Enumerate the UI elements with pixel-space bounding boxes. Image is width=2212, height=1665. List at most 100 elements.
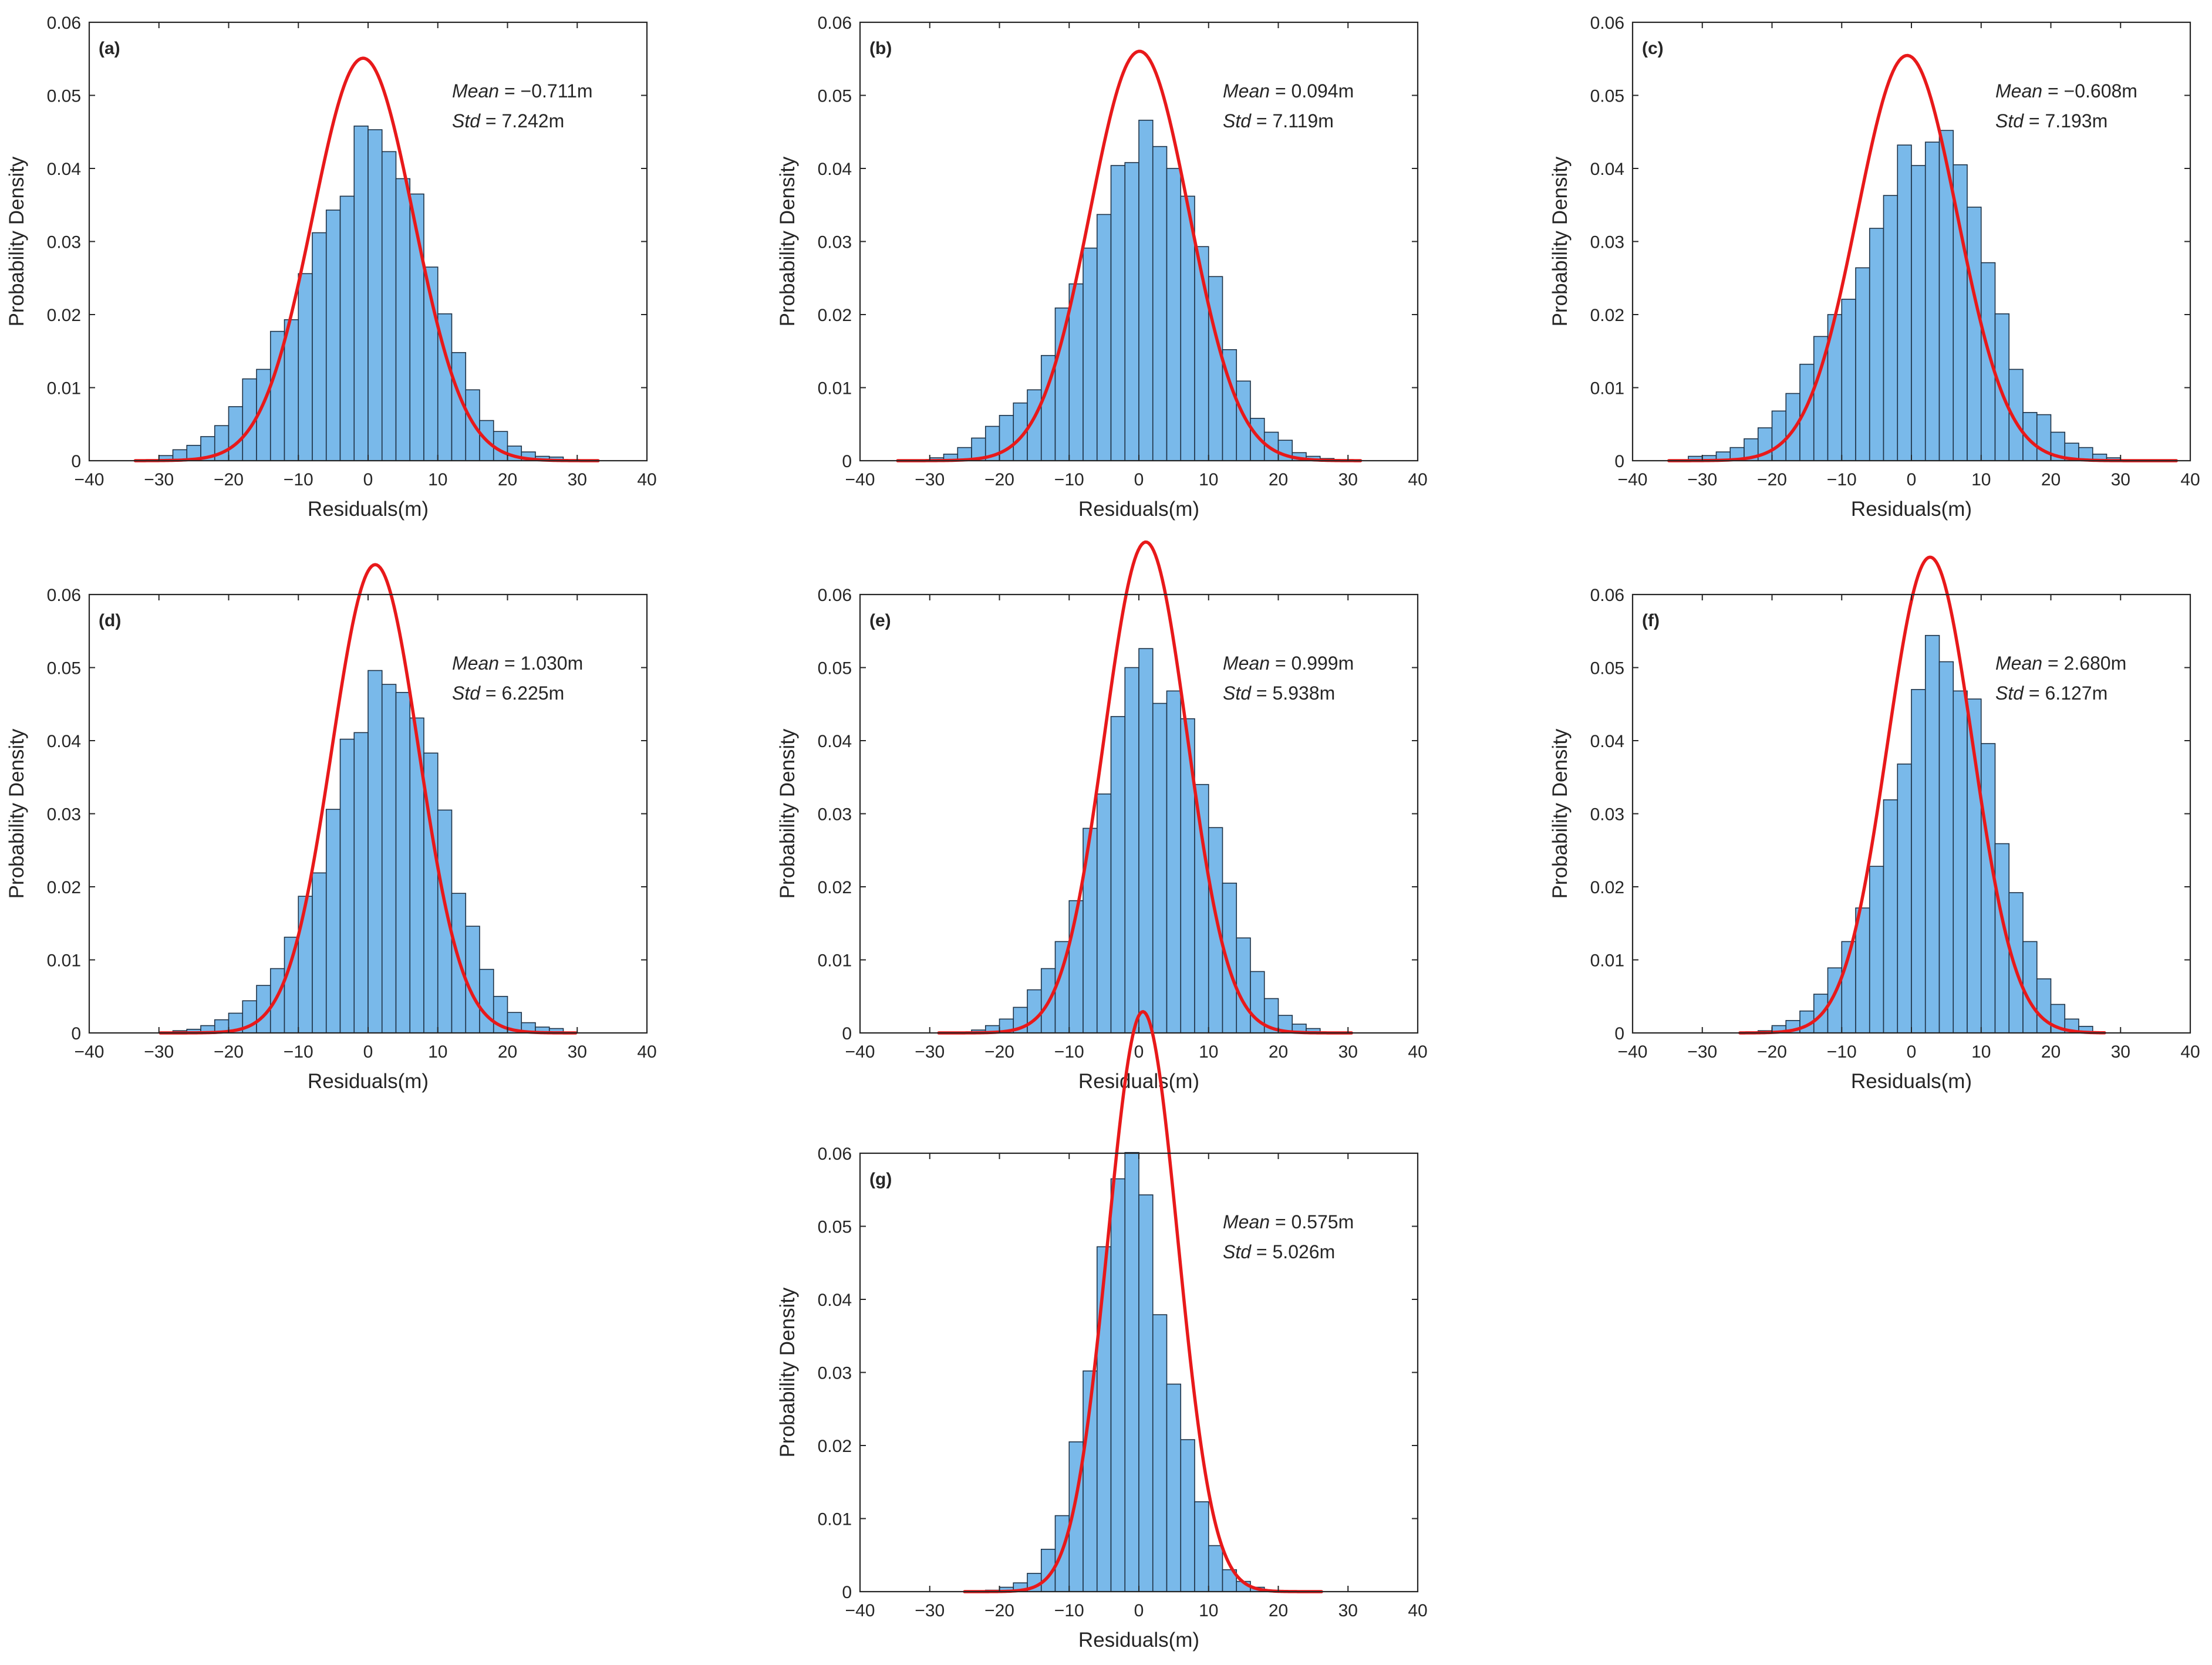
y-tick-label: 0.03 — [818, 233, 852, 252]
y-tick-label: 0.04 — [818, 732, 852, 751]
panel-tag: (e) — [869, 611, 891, 630]
mean-value: = 1.030m — [499, 653, 583, 674]
std-annotation: Std = 7.193m — [1995, 110, 2108, 131]
x-axis-label: Residuals(m) — [1078, 498, 1199, 521]
x-tick-label: 40 — [1408, 1601, 1427, 1620]
y-tick-label: 0.03 — [1590, 805, 1624, 825]
mean-label: Mean — [1223, 80, 1270, 102]
histogram-bar — [339, 738, 355, 1034]
histogram-bar — [1924, 634, 1940, 1034]
y-tick-label: 0.04 — [47, 160, 81, 179]
y-tick-label: 0 — [842, 1583, 852, 1602]
histogram-bar — [367, 129, 383, 461]
histogram-bar — [1096, 1246, 1112, 1592]
std-annotation: Std = 5.026m — [1223, 1241, 1335, 1262]
histogram-bar — [353, 732, 369, 1034]
histogram-panel: −40 −30 −20 −10 0 10 20 30 40 0 0.01 0.02 0.03 0.04 0.… — [5, 13, 657, 521]
histogram-bar — [1096, 793, 1112, 1034]
x-tick-label: 0 — [363, 1042, 373, 1062]
std-label: Std — [1223, 110, 1252, 131]
histogram-bar — [1980, 743, 1996, 1034]
y-tick-label: 0 — [71, 1024, 81, 1043]
histogram-bar — [298, 896, 313, 1034]
x-tick-label: −20 — [984, 1601, 1014, 1620]
x-tick-label: −40 — [1618, 1042, 1648, 1062]
mean-value: = 0.094m — [1270, 80, 1354, 102]
y-tick-label: 0 — [71, 452, 81, 471]
y-tick-label: 0.02 — [1590, 878, 1624, 897]
x-tick-label: 20 — [498, 1042, 517, 1062]
mean-value: = 0.999m — [1270, 653, 1354, 674]
x-tick-label: −40 — [845, 1042, 875, 1062]
y-tick-label: 0.04 — [1590, 160, 1624, 179]
x-tick-label: −10 — [1827, 470, 1857, 489]
x-tick-label: −40 — [1618, 470, 1648, 489]
normal-fit-curve — [963, 1010, 1323, 1593]
y-tick-label: 0.04 — [1590, 732, 1624, 751]
y-tick-label: 0.05 — [47, 659, 81, 678]
histogram-bar — [1953, 690, 1968, 1034]
x-tick-label: 30 — [1338, 1601, 1358, 1620]
y-axis-label: Probability Density — [5, 728, 28, 899]
x-tick-label: −10 — [284, 470, 313, 489]
mean-value: = −0.711m — [499, 80, 593, 102]
x-tick-label: −30 — [144, 1042, 174, 1062]
x-tick-label: 10 — [1199, 470, 1218, 489]
x-tick-label: 0 — [1134, 1601, 1144, 1620]
x-tick-label: 10 — [1971, 1042, 1991, 1062]
histogram-panel: −40 −30 −20 −10 0 10 20 30 40 0 0.01 0.02 0.03 0.04 0.… — [1549, 555, 2200, 1093]
mean-value: = −0.608m — [2042, 80, 2137, 102]
y-tick-label: 0.05 — [818, 659, 852, 678]
histogram-bar — [1883, 799, 1899, 1034]
x-axis-label: Residuals(m) — [308, 498, 429, 521]
y-tick-label: 0.05 — [47, 87, 81, 106]
y-tick-label: 0.06 — [47, 13, 81, 33]
mean-annotation: Mean = 0.999m — [1223, 653, 1354, 674]
normal-fit-curve — [896, 49, 1363, 462]
normal-fit-curve — [159, 563, 578, 1035]
histogram-bar — [228, 406, 244, 461]
histogram-bar — [367, 670, 383, 1034]
histogram-bar — [1841, 299, 1856, 461]
histogram-panel: −40 −30 −20 −10 0 10 20 30 40 0 0.01 0.02 0.03 0.04 0.… — [776, 13, 1428, 521]
normal-fit-curve — [1738, 555, 2106, 1035]
x-tick-label: 0 — [1907, 1042, 1917, 1062]
histogram-bar — [298, 273, 313, 461]
std-label: Std — [452, 110, 481, 131]
mean-annotation: Mean = 2.680m — [1995, 653, 2126, 674]
histogram-bar — [1236, 937, 1251, 1034]
y-tick-label: 0.02 — [1590, 306, 1624, 325]
x-tick-label: 30 — [1338, 470, 1358, 489]
mean-annotation: Mean = −0.608m — [1995, 80, 2137, 102]
y-axis-label: Probability Density — [776, 1287, 799, 1457]
x-tick-label: −10 — [1054, 1601, 1084, 1620]
histogram-bar — [1785, 393, 1800, 461]
histogram-panel: −40 −30 −20 −10 0 10 20 30 40 0 0.01 0.02 0.03 0.04 0.… — [776, 1010, 1428, 1652]
histogram-bar — [999, 415, 1014, 461]
histogram-bar — [381, 151, 397, 461]
x-tick-label: −30 — [1687, 470, 1717, 489]
x-tick-label: 30 — [568, 470, 587, 489]
mean-label: Mean — [452, 653, 499, 674]
histogram-bar — [312, 872, 327, 1034]
y-tick-label: 0.05 — [818, 87, 852, 106]
x-tick-label: −30 — [144, 470, 174, 489]
x-tick-label: 0 — [1907, 470, 1917, 489]
y-tick-label: 0.01 — [1590, 951, 1624, 971]
histogram-bar — [1068, 283, 1084, 461]
y-tick-label: 0.05 — [1590, 659, 1624, 678]
x-tick-label: 40 — [2180, 470, 2200, 489]
histogram-bar — [1924, 141, 1940, 461]
mean-value: = 2.680m — [2042, 653, 2126, 674]
x-tick-label: −30 — [1687, 1042, 1717, 1062]
y-tick-label: 0.01 — [818, 951, 852, 971]
y-tick-label: 0.05 — [1590, 87, 1624, 106]
x-tick-label: 10 — [1199, 1042, 1218, 1062]
normal-fit-curve — [133, 56, 600, 462]
x-tick-label: 40 — [637, 1042, 656, 1062]
panel-tag: (c) — [1642, 39, 1664, 58]
histogram-bar — [1152, 146, 1168, 461]
histogram-bar — [1208, 276, 1223, 461]
y-tick-label: 0.03 — [47, 233, 81, 252]
y-tick-label: 0.03 — [1590, 233, 1624, 252]
